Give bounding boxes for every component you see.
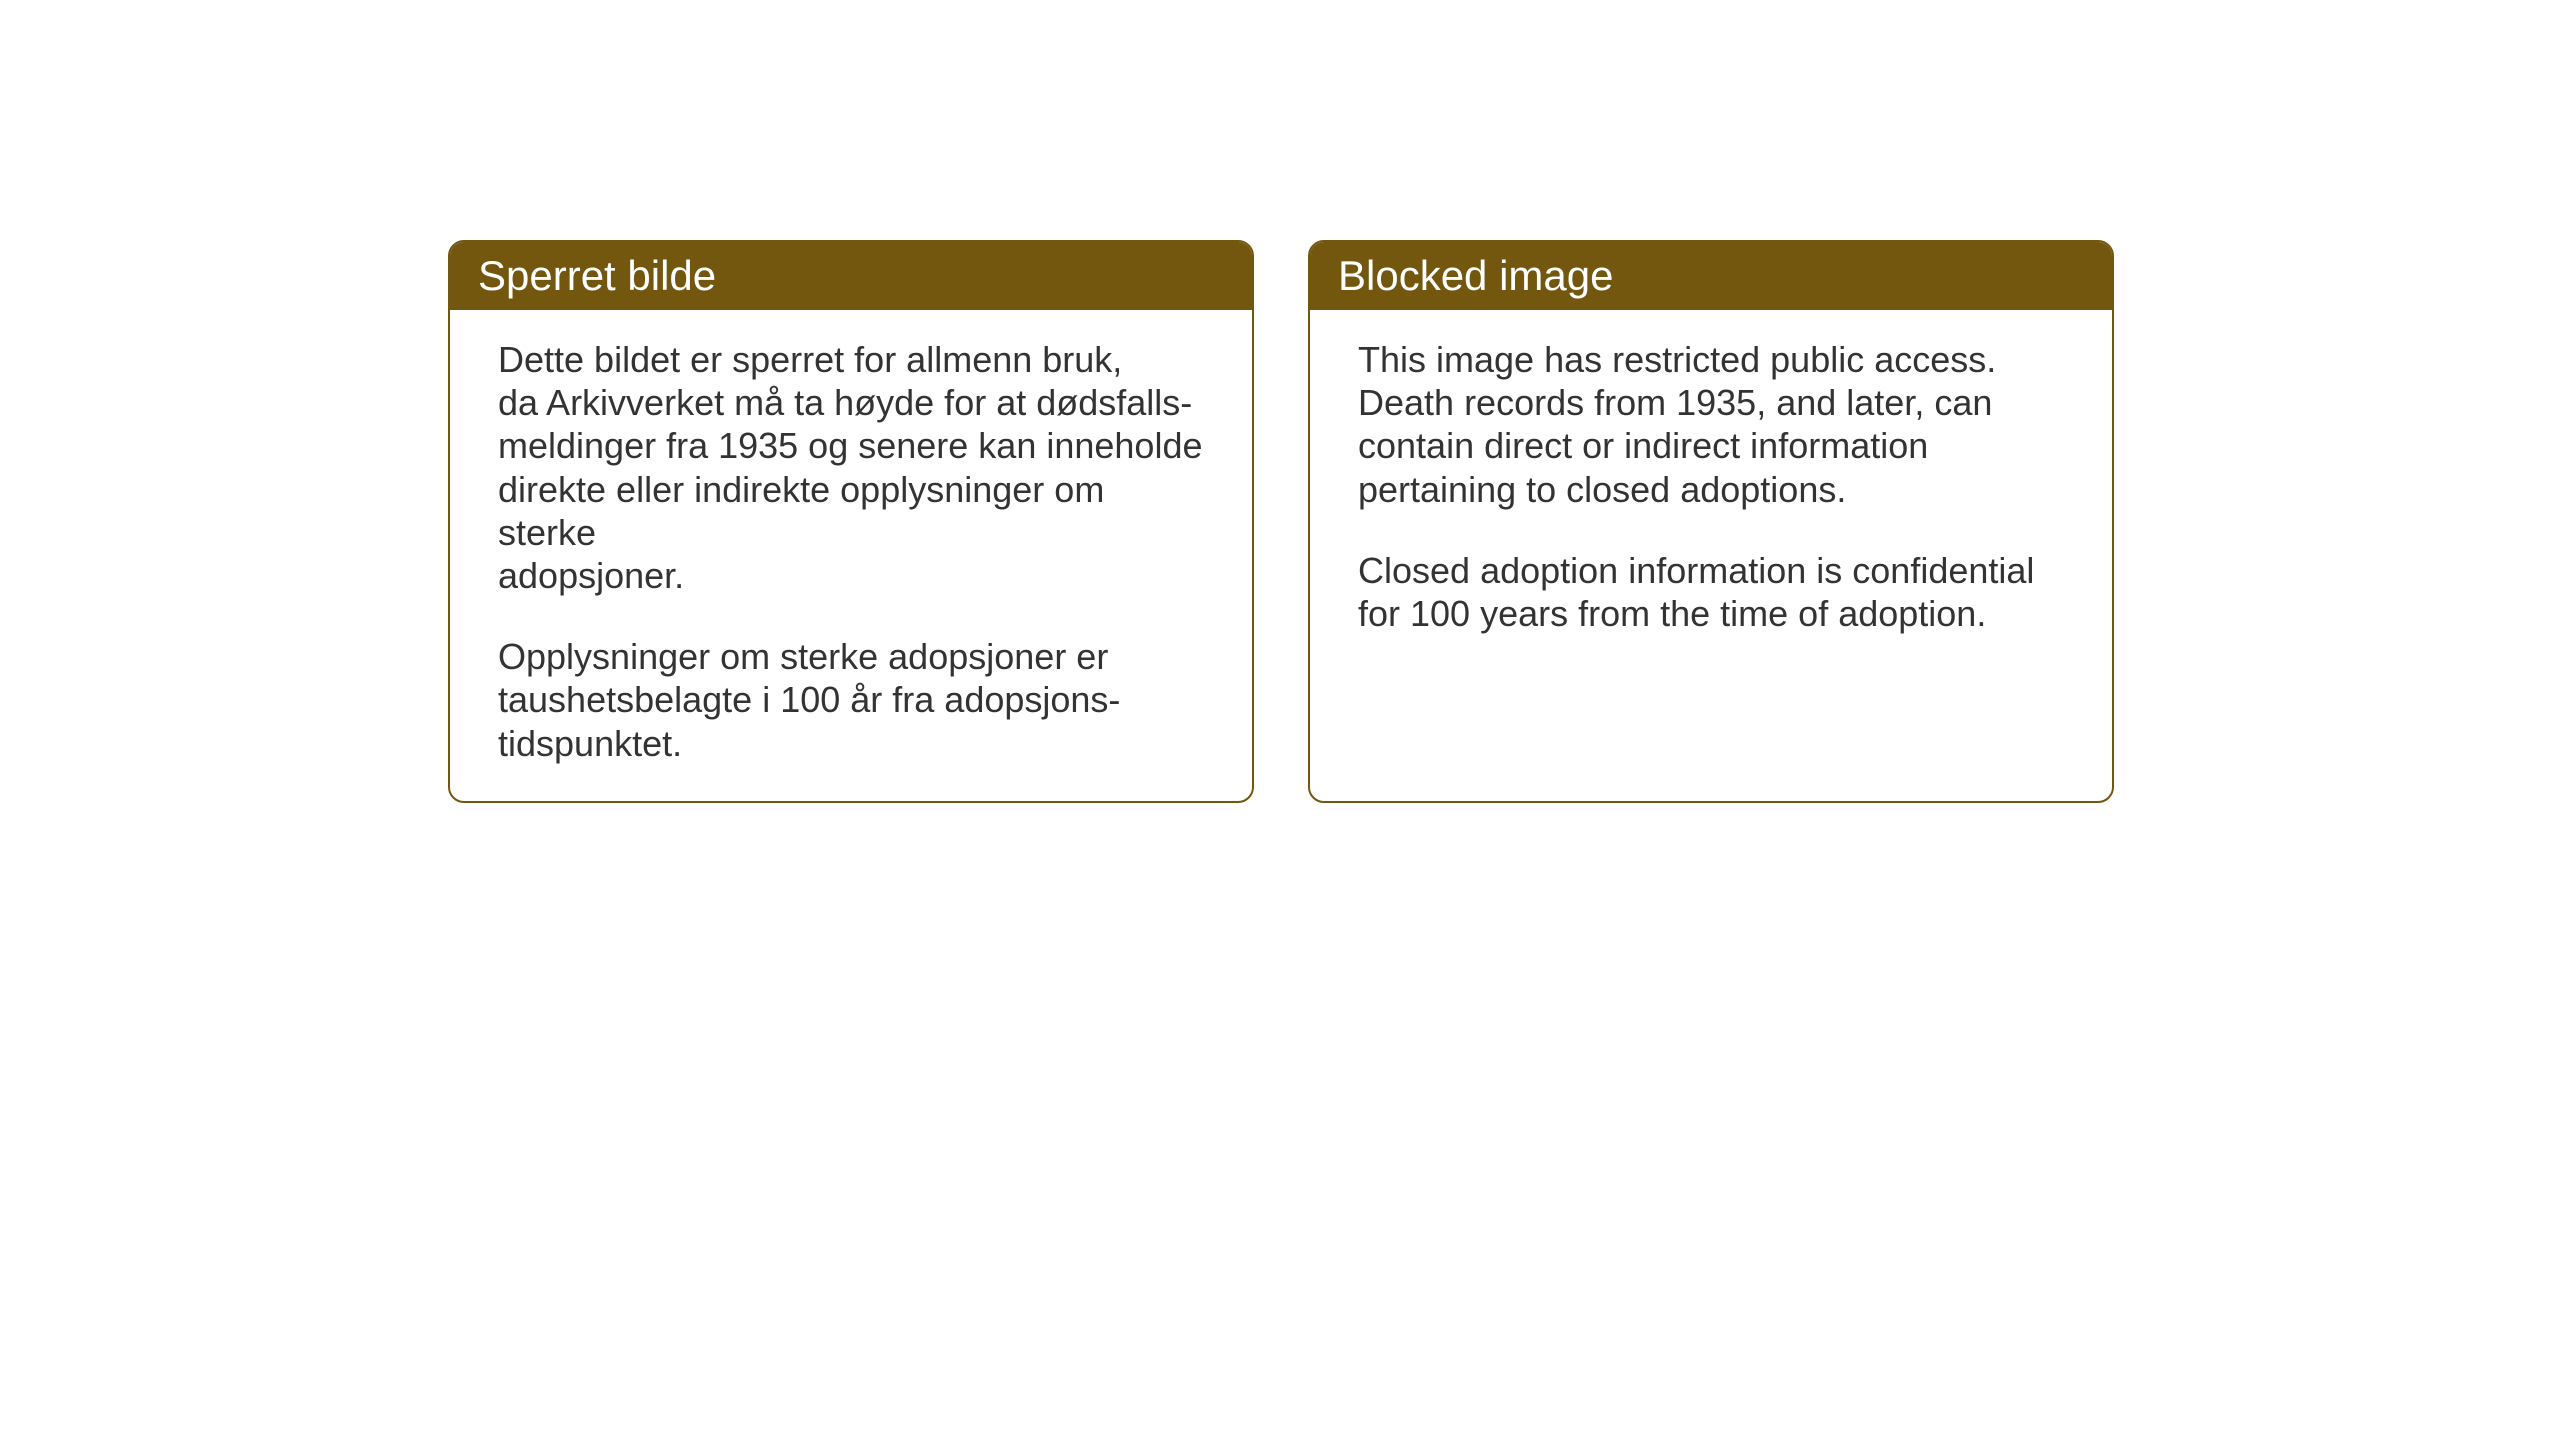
english-card-title: Blocked image xyxy=(1310,242,2112,310)
english-notice-card: Blocked image This image has restricted … xyxy=(1308,240,2114,803)
norwegian-paragraph-2: Opplysninger om sterke adopsjoner er tau… xyxy=(498,635,1204,765)
norwegian-card-title: Sperret bilde xyxy=(450,242,1252,310)
cards-container: Sperret bilde Dette bildet er sperret fo… xyxy=(448,240,2114,803)
norwegian-notice-card: Sperret bilde Dette bildet er sperret fo… xyxy=(448,240,1254,803)
norwegian-card-body: Dette bildet er sperret for allmenn bruk… xyxy=(450,310,1252,801)
english-paragraph-1: This image has restricted public access.… xyxy=(1358,338,2064,511)
norwegian-paragraph-1: Dette bildet er sperret for allmenn bruk… xyxy=(498,338,1204,597)
english-card-body: This image has restricted public access.… xyxy=(1310,310,2112,762)
english-paragraph-2: Closed adoption information is confident… xyxy=(1358,549,2064,635)
